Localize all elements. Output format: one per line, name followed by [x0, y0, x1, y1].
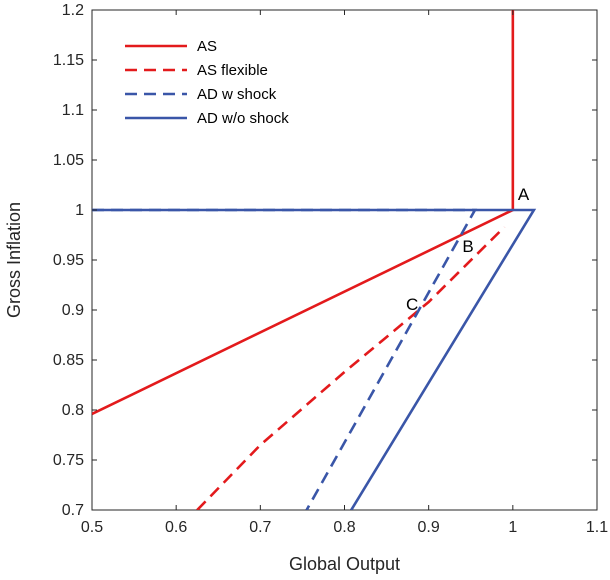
- y-tick-label: 0.95: [53, 252, 84, 269]
- legend-label: AS flexible: [197, 62, 268, 79]
- legend-label: AD w/o shock: [197, 110, 289, 127]
- y-tick-label: 0.8: [62, 402, 84, 419]
- legend: AS AS flexible AD w shock AD w/o shock: [125, 38, 289, 127]
- y-tick-label: 1.15: [53, 52, 84, 69]
- y-tick-label: 0.75: [53, 452, 84, 469]
- axes-box: [91, 9, 598, 511]
- point-label-a: A: [518, 185, 530, 204]
- y-axis-label: Gross Inflation: [4, 202, 24, 318]
- x-tick-label: 0.8: [333, 519, 355, 536]
- plot-area: A B C: [91, 9, 598, 511]
- y-tick-label: 1.05: [53, 152, 84, 169]
- y-tick-label: 0.9: [62, 302, 84, 319]
- y-tick-label: 0.7: [62, 502, 84, 519]
- x-tick-label: 0.9: [418, 519, 440, 536]
- point-label-b: B: [462, 237, 473, 256]
- x-tick-label: 0.7: [249, 519, 271, 536]
- series-layer: [92, 10, 537, 510]
- annotation-layer: A B C: [406, 185, 530, 314]
- series-line-ad-w-o-shock: [92, 208, 537, 510]
- y-axis: 0.7 0.75 0.8 0.85 0.9 0.95 1 1.05 1.1 1.15 1.2: [53, 2, 597, 519]
- x-tick-label: 1: [508, 519, 517, 536]
- x-axis: 0.5 0.6 0.7 0.8 0.9 1 1.1: [81, 10, 608, 536]
- x-tick-label: 1.1: [586, 519, 608, 536]
- series-line-as-flexible: [196, 226, 506, 510]
- point-label-c: C: [406, 295, 418, 314]
- legend-label: AD w shock: [197, 86, 277, 103]
- legend-label: AS: [197, 38, 217, 55]
- y-tick-label: 1: [75, 202, 84, 219]
- x-tick-label: 0.6: [165, 519, 187, 536]
- x-axis-label: Global Output: [289, 554, 400, 574]
- x-tick-label: 0.5: [81, 519, 103, 536]
- y-tick-label: 1.2: [62, 2, 84, 19]
- y-tick-label: 0.85: [53, 352, 84, 369]
- y-tick-label: 1.1: [62, 102, 84, 119]
